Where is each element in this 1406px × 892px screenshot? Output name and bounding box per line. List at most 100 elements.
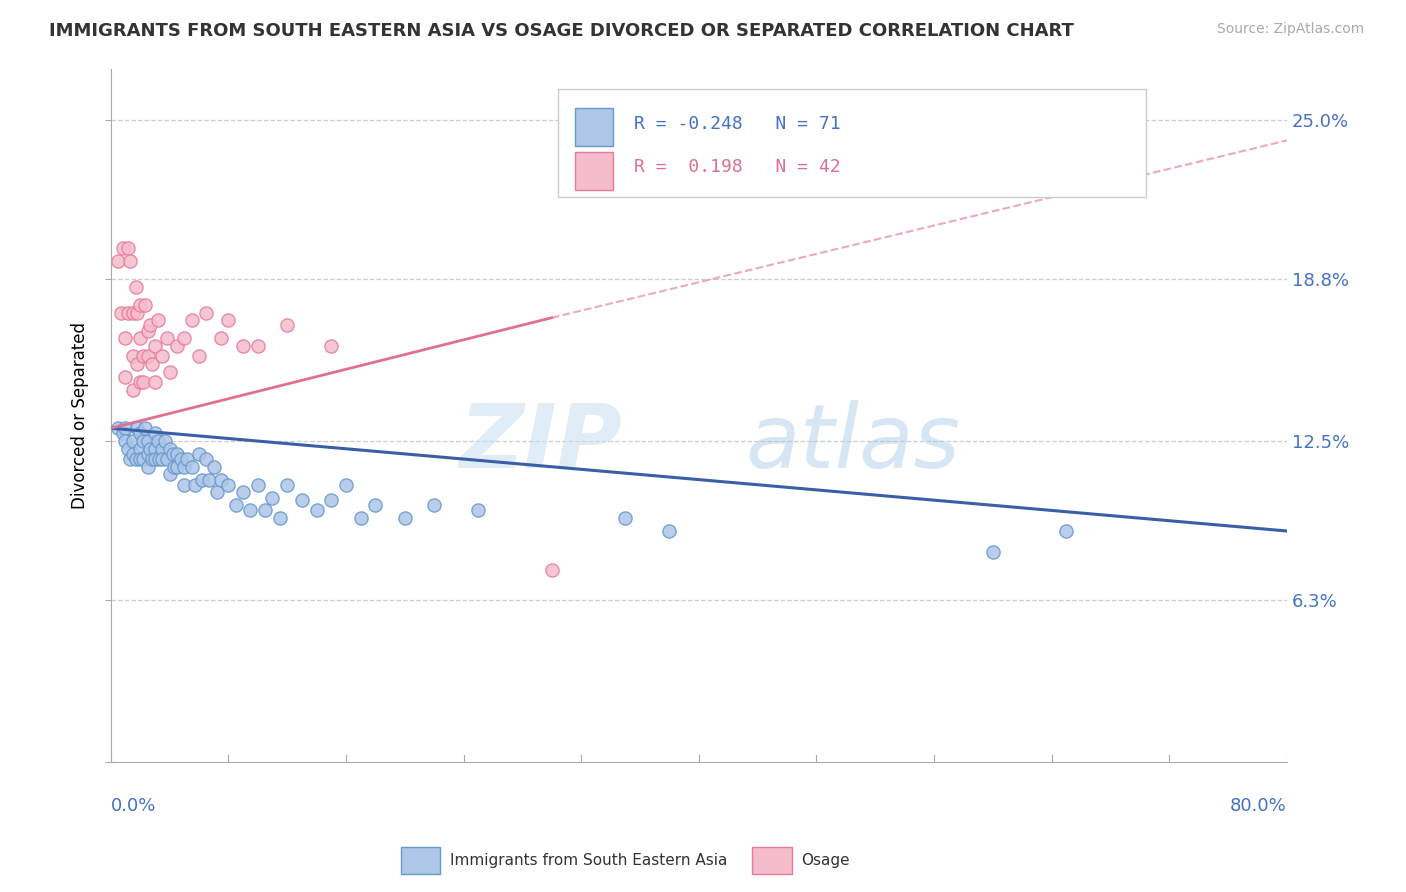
Point bbox=[134, 298, 156, 312]
Point bbox=[195, 452, 218, 467]
Point bbox=[150, 442, 173, 456]
Point bbox=[202, 459, 225, 474]
Point bbox=[246, 339, 269, 353]
Point bbox=[117, 241, 139, 255]
Point bbox=[134, 421, 156, 435]
Point bbox=[159, 442, 181, 456]
Point bbox=[269, 511, 291, 525]
Text: 80.0%: 80.0% bbox=[1230, 797, 1286, 815]
Point bbox=[129, 452, 152, 467]
Point bbox=[180, 459, 202, 474]
Point bbox=[162, 447, 184, 461]
Text: R =  0.198   N = 42: R = 0.198 N = 42 bbox=[634, 158, 841, 176]
Point bbox=[180, 313, 202, 327]
Point bbox=[141, 452, 163, 467]
Point bbox=[148, 452, 170, 467]
Point bbox=[114, 434, 136, 448]
Point bbox=[129, 442, 152, 456]
Point bbox=[125, 280, 148, 294]
Point bbox=[107, 254, 129, 268]
Point bbox=[217, 313, 239, 327]
Point bbox=[159, 467, 181, 482]
Point bbox=[173, 459, 195, 474]
Point bbox=[217, 477, 239, 491]
Point bbox=[232, 485, 254, 500]
Text: R = -0.248   N = 71: R = -0.248 N = 71 bbox=[634, 115, 841, 133]
Point bbox=[305, 503, 328, 517]
Point bbox=[321, 493, 343, 508]
Point bbox=[156, 452, 179, 467]
Point bbox=[262, 491, 284, 505]
Point bbox=[141, 357, 163, 371]
Point bbox=[136, 459, 159, 474]
Point bbox=[166, 447, 188, 461]
Y-axis label: Divorced or Separated: Divorced or Separated bbox=[72, 322, 89, 508]
Point bbox=[143, 339, 166, 353]
Point bbox=[153, 434, 176, 448]
Text: IMMIGRANTS FROM SOUTH EASTERN ASIA VS OSAGE DIVORCED OR SEPARATED CORRELATION CH: IMMIGRANTS FROM SOUTH EASTERN ASIA VS OS… bbox=[49, 22, 1074, 40]
Point bbox=[183, 477, 205, 491]
Point bbox=[246, 477, 269, 491]
Point bbox=[188, 349, 211, 363]
Point bbox=[132, 452, 155, 467]
Text: ZIP: ZIP bbox=[460, 400, 623, 487]
Point bbox=[166, 459, 188, 474]
Point bbox=[132, 434, 155, 448]
Point bbox=[291, 493, 314, 508]
Point bbox=[205, 485, 228, 500]
Point bbox=[121, 305, 143, 319]
Point bbox=[143, 442, 166, 456]
FancyBboxPatch shape bbox=[558, 89, 1146, 197]
Point bbox=[114, 421, 136, 435]
Point bbox=[163, 459, 186, 474]
Point bbox=[981, 544, 1004, 558]
Point bbox=[1054, 524, 1077, 538]
Point bbox=[121, 383, 143, 397]
Point bbox=[117, 305, 139, 319]
Text: Osage: Osage bbox=[801, 854, 851, 868]
Point bbox=[139, 442, 162, 456]
Point bbox=[209, 331, 232, 345]
Point bbox=[225, 498, 247, 512]
Point bbox=[143, 426, 166, 441]
Point bbox=[136, 447, 159, 461]
Point bbox=[335, 477, 357, 491]
Point bbox=[143, 452, 166, 467]
Point bbox=[467, 503, 489, 517]
Point bbox=[176, 452, 198, 467]
Point bbox=[188, 447, 211, 461]
Text: atlas: atlas bbox=[745, 401, 960, 486]
Point bbox=[132, 349, 155, 363]
Point bbox=[121, 434, 143, 448]
Point bbox=[117, 442, 139, 456]
Point bbox=[232, 339, 254, 353]
Point bbox=[350, 511, 373, 525]
FancyBboxPatch shape bbox=[575, 152, 613, 190]
Point bbox=[191, 473, 214, 487]
Text: Immigrants from South Eastern Asia: Immigrants from South Eastern Asia bbox=[450, 854, 727, 868]
Point bbox=[121, 447, 143, 461]
Point bbox=[127, 357, 149, 371]
Point bbox=[136, 434, 159, 448]
Text: Source: ZipAtlas.com: Source: ZipAtlas.com bbox=[1216, 22, 1364, 37]
Point bbox=[111, 426, 134, 441]
Point bbox=[276, 318, 298, 333]
Point bbox=[146, 434, 169, 448]
Point bbox=[614, 511, 637, 525]
Point bbox=[139, 318, 162, 333]
Point bbox=[132, 375, 155, 389]
Point bbox=[114, 369, 136, 384]
Point bbox=[394, 511, 416, 525]
Point bbox=[118, 452, 141, 467]
Point bbox=[209, 473, 232, 487]
Point bbox=[150, 452, 173, 467]
Point bbox=[173, 477, 195, 491]
Point bbox=[110, 305, 132, 319]
Point bbox=[136, 324, 159, 338]
Point bbox=[170, 452, 193, 467]
Point bbox=[136, 349, 159, 363]
Point bbox=[540, 562, 562, 576]
Point bbox=[159, 365, 181, 379]
Point bbox=[198, 473, 221, 487]
Point bbox=[127, 305, 149, 319]
